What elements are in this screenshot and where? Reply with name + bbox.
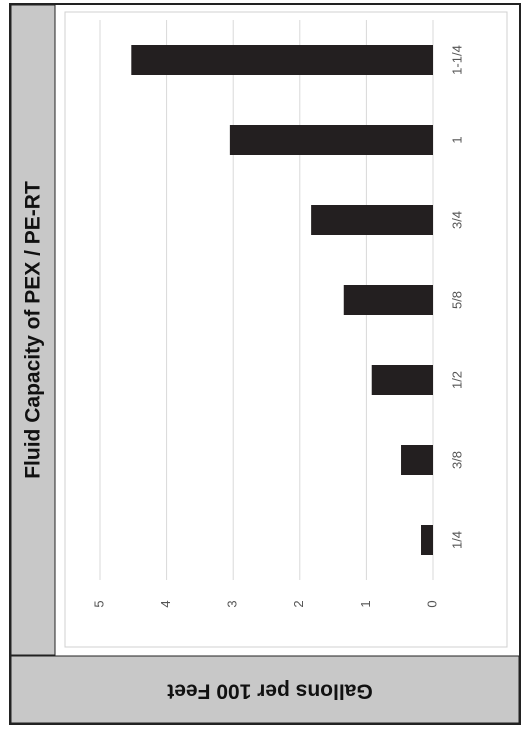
title-strip [10, 4, 56, 656]
y-tick-label: 0 [424, 600, 439, 607]
x-tick-label: 1-1/4 [449, 45, 464, 75]
y-tick-label: 3 [225, 600, 240, 607]
bar [311, 205, 433, 235]
x-tick-label: 3/4 [449, 211, 464, 229]
x-tick-label: 1 [449, 136, 464, 143]
x-tick-label: 1/2 [449, 371, 464, 389]
bar [229, 125, 433, 155]
y-tick-label: 4 [158, 600, 173, 607]
x-tick-label: 5/8 [449, 291, 464, 309]
bar [421, 525, 433, 555]
axis-label-strip [10, 655, 520, 724]
chart-title: Fluid Capacity of PEX / PE-RT [22, 181, 45, 479]
bar [131, 45, 433, 75]
bar [343, 285, 433, 315]
bar [401, 445, 433, 475]
axis-title: Gallons per 100 Feet [167, 679, 372, 702]
bar [371, 365, 433, 395]
plot-border [64, 11, 508, 648]
y-tick-label: 5 [91, 600, 106, 607]
x-tick-label: 3/8 [449, 451, 464, 469]
y-tick-label: 2 [291, 600, 306, 607]
x-tick-label: 1/4 [449, 531, 464, 549]
y-tick-label: 1 [358, 600, 373, 607]
